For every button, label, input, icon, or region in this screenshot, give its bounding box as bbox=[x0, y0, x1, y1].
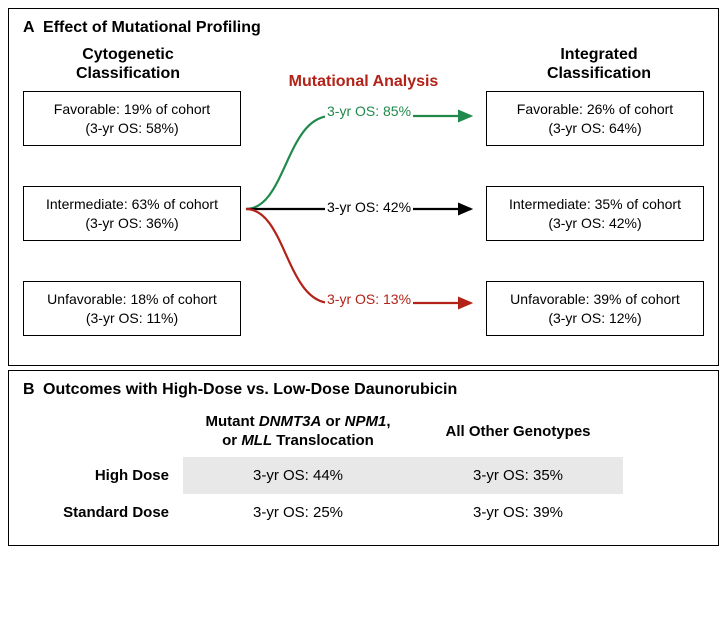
arrow-label-unfavorable: 3-yr OS: 13% bbox=[325, 291, 413, 307]
right-box-favorable: Favorable: 26% of cohort (3-yr OS: 64%) bbox=[486, 91, 704, 145]
panel-a: A Effect of Mutational Profiling Cytogen… bbox=[8, 8, 719, 366]
left-box-favorable-line2: (3-yr OS: 58%) bbox=[30, 119, 234, 137]
panel-a-diagram: Favorable: 19% of cohort (3-yr OS: 58%) … bbox=[23, 91, 704, 351]
row-standard-dose-label: Standard Dose bbox=[23, 496, 183, 529]
right-box-intermediate-line1: Intermediate: 35% of cohort bbox=[493, 195, 697, 213]
arrow-label-favorable: 3-yr OS: 85% bbox=[325, 103, 413, 119]
left-box-favorable-line1: Favorable: 19% of cohort bbox=[30, 100, 234, 118]
panel-b-letter: B bbox=[23, 381, 35, 398]
row-high-dose-label: High Dose bbox=[23, 459, 183, 492]
panel-b-title: B Outcomes with High-Dose vs. Low-Dose D… bbox=[23, 381, 704, 399]
left-box-unfavorable: Unfavorable: 18% of cohort (3-yr OS: 11%… bbox=[23, 281, 241, 335]
row-standard-dose-c1: 3-yr OS: 25% bbox=[183, 494, 413, 531]
arrow-favorable bbox=[246, 116, 471, 209]
col2-header: All Other Genotypes bbox=[413, 417, 623, 448]
col1-header: Mutant DNMT3A or NPM1,or MLL Translocati… bbox=[183, 407, 413, 457]
panel-a-letter: A bbox=[23, 19, 35, 36]
left-box-intermediate-line2: (3-yr OS: 36%) bbox=[30, 214, 234, 232]
panel-a-title-text: Effect of Mutational Profiling bbox=[43, 19, 261, 36]
right-box-unfavorable-line1: Unfavorable: 39% of cohort bbox=[493, 290, 697, 308]
row-standard-dose-c2: 3-yr OS: 39% bbox=[413, 494, 623, 531]
panel-b-title-text: Outcomes with High-Dose vs. Low-Dose Dau… bbox=[43, 381, 457, 398]
mutational-analysis-label: Mutational Analysis bbox=[289, 73, 439, 91]
right-box-intermediate: Intermediate: 35% of cohort (3-yr OS: 42… bbox=[486, 186, 704, 240]
left-box-intermediate: Intermediate: 63% of cohort (3-yr OS: 36… bbox=[23, 186, 241, 240]
left-box-favorable: Favorable: 19% of cohort (3-yr OS: 58%) bbox=[23, 91, 241, 145]
panel-b: B Outcomes with High-Dose vs. Low-Dose D… bbox=[8, 370, 719, 546]
right-box-favorable-line2: (3-yr OS: 64%) bbox=[493, 119, 697, 137]
arrow-unfavorable bbox=[246, 209, 471, 303]
panel-a-title: A Effect of Mutational Profiling bbox=[23, 19, 704, 37]
right-box-favorable-line1: Favorable: 26% of cohort bbox=[493, 100, 697, 118]
row-high-dose-c1: 3-yr OS: 44% bbox=[183, 457, 413, 494]
left-column-header: CytogeneticClassification bbox=[23, 45, 233, 83]
right-box-unfavorable-line2: (3-yr OS: 12%) bbox=[493, 309, 697, 327]
left-box-intermediate-line1: Intermediate: 63% of cohort bbox=[30, 195, 234, 213]
right-box-intermediate-line2: (3-yr OS: 42%) bbox=[493, 214, 697, 232]
right-column-header: IntegratedClassification bbox=[494, 45, 704, 83]
arrow-label-intermediate: 3-yr OS: 42% bbox=[325, 199, 413, 215]
left-box-unfavorable-line1: Unfavorable: 18% of cohort bbox=[30, 290, 234, 308]
row-high-dose-c2: 3-yr OS: 35% bbox=[413, 457, 623, 494]
panel-b-table: Mutant DNMT3A or NPM1,or MLL Translocati… bbox=[23, 407, 704, 531]
right-box-unfavorable: Unfavorable: 39% of cohort (3-yr OS: 12%… bbox=[486, 281, 704, 335]
left-box-unfavorable-line2: (3-yr OS: 11%) bbox=[30, 309, 234, 327]
